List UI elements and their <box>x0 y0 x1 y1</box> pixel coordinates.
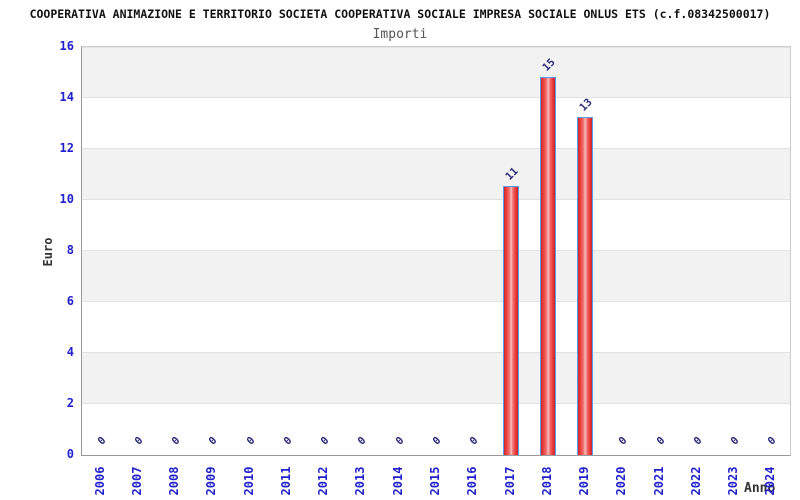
plot-band <box>82 149 790 200</box>
y-tick-label: 2 <box>66 396 74 410</box>
y-tick-label: 0 <box>66 447 74 461</box>
x-tick-label: 2016 <box>465 466 480 496</box>
x-tick-label: 2008 <box>167 466 182 496</box>
chart-subtitle: Importi <box>372 27 428 42</box>
gridline <box>82 301 790 302</box>
x-tick-label: 2024 <box>763 466 778 496</box>
x-tick-label: 2007 <box>129 466 144 496</box>
x-tick-label: 2011 <box>278 466 293 496</box>
gridline <box>82 403 790 404</box>
gridline <box>82 352 790 353</box>
y-tick-label: 8 <box>66 243 74 257</box>
x-tick-label: 2018 <box>539 466 554 496</box>
y-tick-label: 4 <box>66 345 74 359</box>
gridline <box>82 148 790 149</box>
y-tick-label: 10 <box>59 192 74 206</box>
x-tick-label: 2019 <box>577 466 592 496</box>
x-tick-label: 2023 <box>726 466 741 496</box>
plot-band <box>82 353 790 404</box>
x-tick-label: 2020 <box>614 466 629 496</box>
x-tick-label: 2010 <box>241 466 256 496</box>
x-tick-label: 2022 <box>688 466 703 496</box>
x-tick-label: 2006 <box>92 466 107 496</box>
x-tick-label: 2017 <box>502 466 517 496</box>
y-tick-label: 16 <box>59 39 74 53</box>
gridline <box>82 199 790 200</box>
bar-2017 <box>502 186 519 455</box>
y-tick-label: 12 <box>59 141 74 155</box>
x-axis-title: Anno <box>744 481 776 496</box>
plot-band <box>82 47 790 98</box>
gridline <box>82 97 790 98</box>
bar-2019 <box>577 117 594 455</box>
x-tick-label: 2015 <box>428 466 442 496</box>
x-tick-label: 2013 <box>353 466 368 496</box>
gridline <box>82 47 790 48</box>
plot-band <box>82 251 790 302</box>
y-tick-label: 14 <box>59 90 74 104</box>
x-tick-label: 2009 <box>204 466 219 496</box>
bar-2018 <box>539 76 556 455</box>
plot-area <box>81 46 791 456</box>
gridline <box>82 250 790 251</box>
y-tick-label: 6 <box>66 294 74 308</box>
x-tick-label: 2012 <box>316 466 331 496</box>
x-tick-label: 2014 <box>390 466 405 496</box>
chart-title: COOPERATIVA ANIMAZIONE E TERRITORIO SOCI… <box>29 7 771 21</box>
x-tick-label: 2021 <box>651 466 666 496</box>
